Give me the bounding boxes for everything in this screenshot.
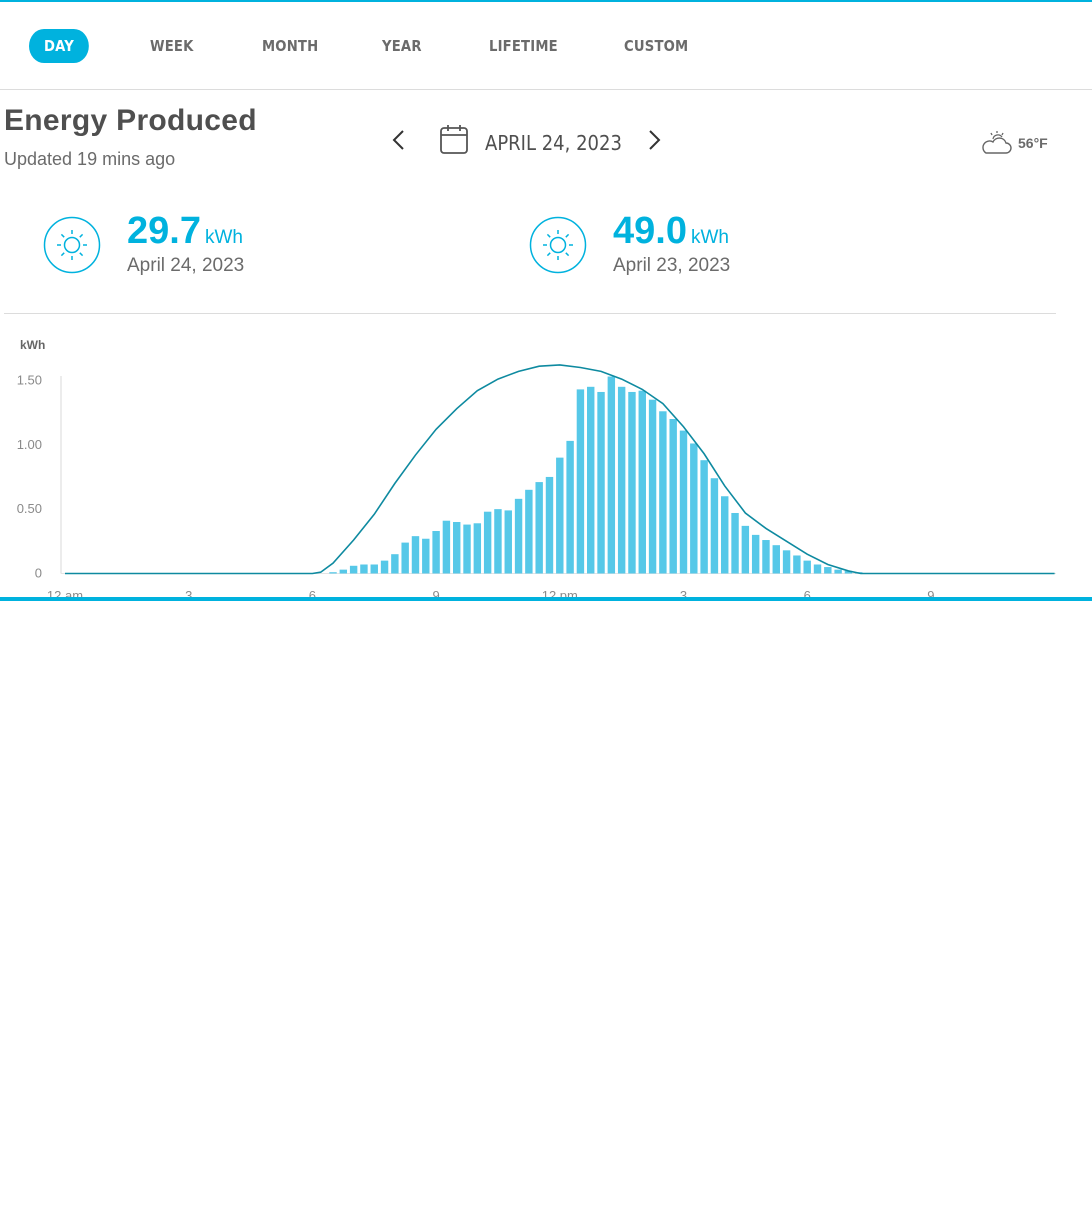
chart-bar bbox=[566, 440, 574, 574]
chart-bar bbox=[731, 512, 739, 574]
x-tick-label: 3 bbox=[185, 588, 192, 597]
period-tabs: DAY WEEK MONTH YEAR LIFETIME CUSTOM bbox=[0, 2, 1092, 90]
y-tick-label: 0 bbox=[35, 566, 42, 581]
chart-bar bbox=[535, 482, 543, 574]
x-tick-label: 3 bbox=[680, 588, 687, 597]
divider bbox=[4, 313, 1056, 314]
tab-day[interactable]: DAY bbox=[29, 29, 89, 63]
chart-bar bbox=[380, 560, 389, 574]
chart-bar bbox=[607, 376, 616, 574]
updated-status: Updated 19 mins ago bbox=[4, 149, 176, 169]
chart-bar bbox=[514, 498, 523, 574]
chart-bar bbox=[432, 531, 440, 574]
page-title: Energy Produced bbox=[4, 104, 257, 137]
chart-line bbox=[65, 364, 1055, 575]
stat-unit: kWh bbox=[690, 227, 729, 248]
chart-bar bbox=[741, 525, 750, 574]
chart-bar bbox=[339, 569, 348, 574]
stat-date: April 23, 2023 bbox=[613, 255, 731, 276]
chart-bar bbox=[453, 522, 461, 574]
tab-custom[interactable]: CUSTOM bbox=[624, 37, 689, 55]
chart-bar bbox=[473, 523, 482, 574]
chart-bar bbox=[710, 478, 719, 574]
chart-bar bbox=[628, 391, 636, 574]
chart-bar bbox=[494, 509, 502, 574]
x-tick-label: 9 bbox=[432, 588, 439, 597]
chart-bar bbox=[576, 389, 585, 574]
next-date-button[interactable] bbox=[641, 126, 667, 154]
y-tick-label: 1.50 bbox=[17, 372, 42, 387]
chevron-right-icon bbox=[649, 130, 661, 150]
chart-bar bbox=[329, 572, 337, 574]
stat-unit: kWh bbox=[204, 227, 243, 248]
chart-bar bbox=[556, 457, 564, 574]
chart-bar bbox=[669, 419, 677, 574]
chart-bar bbox=[349, 565, 358, 574]
top-accent-line bbox=[0, 0, 1092, 2]
chart-bar bbox=[504, 510, 512, 574]
x-tick-label: 6 bbox=[804, 588, 811, 597]
chart-bar bbox=[824, 567, 832, 574]
stat-date: April 24, 2023 bbox=[127, 255, 245, 276]
tab-week[interactable]: WEEK bbox=[150, 37, 194, 55]
y-tick-label: 0.50 bbox=[17, 501, 42, 516]
chart-bar bbox=[751, 534, 760, 574]
chart-bar bbox=[690, 443, 698, 574]
chart-bar bbox=[401, 542, 409, 574]
chart-bar bbox=[442, 520, 451, 574]
tab-lifetime[interactable]: LIFETIME bbox=[489, 37, 558, 55]
chart-bar bbox=[597, 391, 605, 574]
chart-bar bbox=[483, 511, 492, 574]
chart-bar bbox=[648, 399, 657, 574]
calendar-icon[interactable] bbox=[438, 123, 470, 155]
x-tick-label: 6 bbox=[309, 588, 316, 597]
chart-bar bbox=[370, 564, 378, 574]
chart-bar bbox=[679, 430, 688, 574]
tab-month[interactable]: MONTH bbox=[262, 37, 319, 55]
sun-icon bbox=[529, 216, 587, 274]
chart-bar bbox=[525, 489, 533, 574]
chart-bar bbox=[834, 569, 842, 574]
chart-bar bbox=[391, 554, 399, 574]
chart-bar bbox=[638, 390, 646, 574]
chart-bar bbox=[721, 496, 729, 574]
previous-date-button[interactable] bbox=[386, 126, 412, 154]
chart-bar bbox=[617, 386, 626, 574]
selected-date[interactable]: APRIL 24, 2023 bbox=[485, 131, 622, 155]
y-tick-label: 1.00 bbox=[17, 437, 42, 452]
chart-bar bbox=[463, 524, 471, 574]
chart-bar bbox=[813, 564, 822, 574]
chart-bar bbox=[782, 550, 791, 574]
stat-value: 49.0 bbox=[613, 210, 687, 252]
partly-cloudy-icon bbox=[980, 130, 1014, 156]
sun-icon bbox=[43, 216, 101, 274]
chart-bar bbox=[411, 536, 420, 574]
chart-bar bbox=[700, 460, 708, 574]
tab-year[interactable]: YEAR bbox=[382, 37, 422, 55]
chart-bar bbox=[844, 570, 853, 574]
y-axis-label: kWh bbox=[20, 338, 45, 352]
x-tick-label: 12 pm bbox=[542, 588, 578, 597]
bottom-accent-line bbox=[0, 597, 1092, 601]
chart-bar bbox=[360, 564, 368, 574]
x-tick-label: 9 bbox=[927, 588, 934, 597]
chart-bar bbox=[803, 560, 811, 574]
chevron-left-icon bbox=[392, 130, 404, 150]
chart-bar bbox=[422, 538, 430, 574]
chart-bar bbox=[762, 540, 770, 574]
chart-bar bbox=[772, 545, 780, 574]
x-tick-label: 12 am bbox=[47, 588, 83, 597]
energy-chart: kWh 0 0.50 1.00 1.50 12 am 3 6 9 12 pm 3 6 9 bbox=[17, 338, 1056, 597]
weather-temperature: 56°F bbox=[1018, 135, 1048, 151]
chart-bar bbox=[793, 555, 801, 574]
chart-bar bbox=[545, 476, 554, 574]
chart-bar bbox=[587, 386, 595, 574]
chart-bar bbox=[659, 411, 667, 574]
stat-value: 29.7 bbox=[127, 210, 201, 252]
